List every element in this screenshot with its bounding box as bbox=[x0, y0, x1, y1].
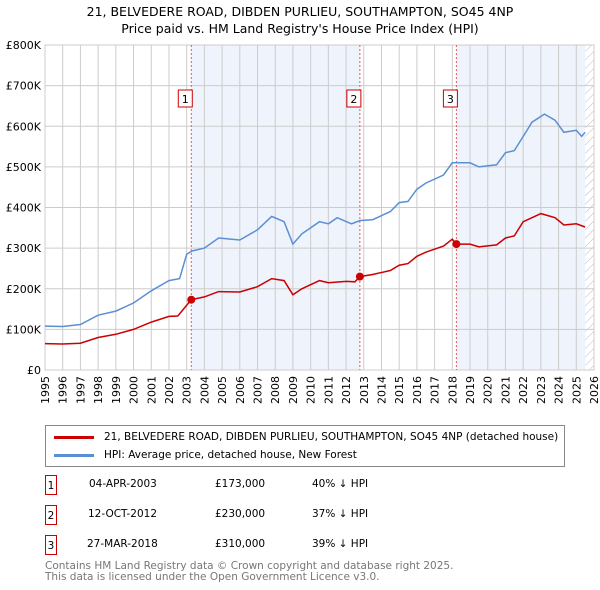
sale-date: 27-MAR-2018 bbox=[87, 538, 158, 550]
legend-swatch-blue bbox=[54, 453, 94, 457]
x-tick-label: 2019 bbox=[464, 376, 477, 404]
x-tick-label: 2017 bbox=[429, 376, 442, 404]
legend-swatch-red bbox=[54, 435, 94, 439]
x-tick-label: 2014 bbox=[375, 376, 388, 404]
x-tick-label: 2001 bbox=[145, 376, 158, 404]
x-tick-label: 2016 bbox=[411, 376, 424, 404]
sale-marker-box: 3 bbox=[45, 535, 57, 555]
title-line: 21, BELVEDERE ROAD, DIBDEN PURLIEU, SOUT… bbox=[86, 4, 514, 19]
x-tick-label: 2000 bbox=[128, 376, 141, 404]
sale-row: 1 04-APR-2003 £173,000 40% ↓ HPI bbox=[45, 475, 545, 495]
x-tick-label: 2004 bbox=[198, 376, 211, 404]
x-tick-label: 2012 bbox=[340, 376, 353, 404]
legend-item-property: 21, BELVEDERE ROAD, DIBDEN PURLIEU, SOUT… bbox=[54, 429, 558, 445]
sale-marker-box: 2 bbox=[45, 505, 57, 525]
y-tick-label: £600K bbox=[6, 120, 42, 133]
y-tick-label: £800K bbox=[6, 39, 42, 52]
sale-label-box bbox=[442, 89, 458, 108]
x-tick-label: 2008 bbox=[269, 376, 282, 404]
price-chart: 1995 1996 1997 1998 1999 2000 2001 2002 2003 2004… bbox=[6, 39, 600, 404]
legend-label: 21, BELVEDERE ROAD, DIBDEN PURLIEU, SOUT… bbox=[104, 431, 559, 443]
x-tick-label: 2022 bbox=[517, 376, 530, 404]
legend-label: HPI: Average price, detached house, New … bbox=[104, 449, 357, 461]
footer: Contains HM Land Registry data © Crown c… bbox=[45, 561, 453, 583]
sale-label: 3 bbox=[447, 93, 454, 106]
sale-row: 3 27-MAR-2018 £310,000 39% ↓ HPI bbox=[45, 535, 545, 555]
footer-line: This data is licensed under the Open Gov… bbox=[45, 571, 380, 583]
sale-date: 04-APR-2003 bbox=[89, 478, 157, 490]
x-tick-label: 2010 bbox=[305, 376, 318, 404]
legend: 21, BELVEDERE ROAD, DIBDEN PURLIEU, SOUT… bbox=[45, 425, 565, 467]
y-tick-label: £200K bbox=[6, 283, 42, 296]
x-tick-label: 1995 bbox=[39, 376, 52, 404]
x-tick-label: 1999 bbox=[110, 376, 123, 404]
plot-border bbox=[44, 44, 595, 371]
sale-date: 12-OCT-2012 bbox=[88, 508, 157, 520]
x-tick-label: 2009 bbox=[287, 376, 300, 404]
x-tick-label: 1997 bbox=[74, 376, 87, 404]
sale-label: 2 bbox=[350, 93, 357, 106]
y-tick-label: £100K bbox=[6, 323, 42, 336]
x-tick-label: 2023 bbox=[535, 376, 548, 404]
sale-price: £173,000 bbox=[215, 478, 266, 490]
sale-point bbox=[187, 295, 196, 304]
x-tick-label: 2003 bbox=[181, 376, 194, 404]
sale-label: 1 bbox=[182, 93, 189, 106]
footer-line: Contains HM Land Registry data © Crown c… bbox=[45, 560, 454, 572]
sale-row: 2 12-OCT-2012 £230,000 37% ↓ HPI bbox=[45, 505, 545, 525]
x-tick-label: 2013 bbox=[358, 376, 371, 404]
x-tick-label: 2006 bbox=[234, 376, 247, 404]
x-tick-label: 2021 bbox=[499, 376, 512, 404]
sale-marker-box: 1 bbox=[45, 475, 57, 495]
y-tick-label: £700K bbox=[6, 80, 42, 93]
sale-label-box bbox=[177, 89, 193, 108]
x-tick-label: 1998 bbox=[92, 376, 105, 404]
x-tick-label: 2026 bbox=[588, 376, 600, 404]
sale-hpi-diff: 40% ↓ HPI bbox=[312, 478, 369, 490]
x-tick-label: 2018 bbox=[446, 376, 459, 404]
sale-hpi-diff: 37% ↓ HPI bbox=[312, 508, 369, 520]
sale-hpi-diff: 39% ↓ HPI bbox=[312, 538, 369, 550]
x-tick-label: 2005 bbox=[216, 376, 229, 404]
x-tick-label: 2002 bbox=[163, 376, 176, 404]
sale-point bbox=[452, 240, 461, 249]
x-tick-label: 2015 bbox=[393, 376, 406, 404]
sale-price: £230,000 bbox=[215, 508, 266, 520]
series-line bbox=[44, 113, 586, 328]
sale-price: £310,000 bbox=[215, 538, 266, 550]
legend-item-hpi: HPI: Average price, detached house, New … bbox=[54, 447, 357, 463]
chart-title: 21, BELVEDERE ROAD, DIBDEN PURLIEU, SOUT… bbox=[0, 3, 600, 37]
y-tick-label: £300K bbox=[6, 242, 42, 255]
x-tick-label: 2025 bbox=[570, 376, 583, 404]
x-tick-label: 1996 bbox=[57, 376, 70, 404]
y-tick-label: £500K bbox=[6, 161, 42, 174]
y-tick-label: £400K bbox=[6, 202, 42, 215]
x-tick-label: 2020 bbox=[482, 376, 495, 404]
sale-label-box bbox=[346, 89, 362, 108]
y-tick-label: £0 bbox=[27, 364, 41, 377]
x-tick-label: 2011 bbox=[322, 376, 335, 404]
x-tick-label: 2024 bbox=[553, 376, 566, 404]
subtitle-line: Price paid vs. HM Land Registry's House … bbox=[121, 21, 479, 36]
x-tick-label: 2007 bbox=[252, 376, 265, 404]
sale-point bbox=[355, 272, 364, 281]
